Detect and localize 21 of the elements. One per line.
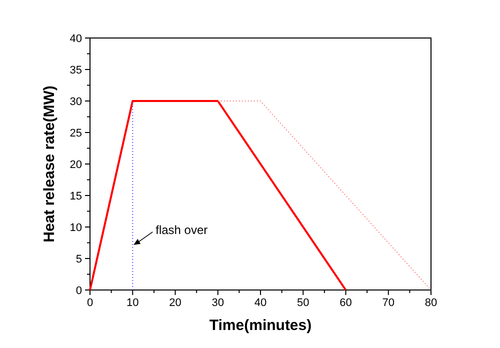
x-tick-label: 20	[169, 297, 182, 309]
x-tick-label: 40	[254, 297, 267, 309]
x-tick-label: 10	[126, 297, 139, 309]
y-axis-title: Heat release rate(MW)	[41, 86, 58, 242]
x-tick-label: 80	[424, 297, 438, 309]
y-tick-label: 5	[76, 254, 82, 266]
y-tick-label: 35	[70, 64, 82, 76]
x-tick-label: 50	[297, 297, 310, 309]
x-tick-label: 0	[86, 297, 94, 309]
y-tick-label: 40	[70, 33, 82, 45]
y-tick-label: 10	[70, 222, 82, 234]
y-tick-label: 15	[70, 190, 82, 202]
x-tick-label: 70	[382, 297, 394, 309]
y-tick-label: 25	[70, 128, 82, 140]
y-tick-label: 30	[70, 96, 82, 108]
x-tick-label: 60	[340, 297, 352, 309]
y-tick-label: 20	[70, 159, 82, 171]
x-tick-label: 30	[212, 297, 224, 309]
annotation: flash over	[156, 222, 208, 237]
y-tick-label: 0	[76, 285, 82, 297]
x-axis-title: Time(minutes)	[209, 317, 312, 334]
